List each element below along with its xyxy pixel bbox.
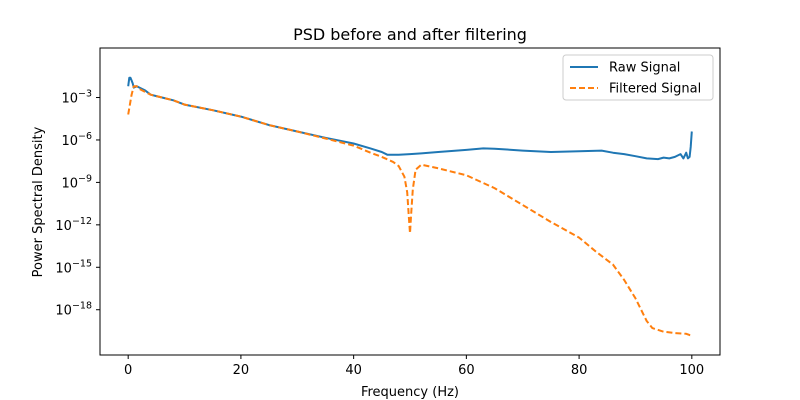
y-tick-label: 10−15 [55, 258, 92, 276]
axes-frame [99, 47, 721, 356]
x-axis-ticks: 0 20 40 60 80 100 [124, 355, 704, 378]
y-tick-label: 10−12 [55, 216, 92, 234]
series-layer [127, 76, 693, 337]
series-line-raw-signal [127, 76, 693, 161]
y-tick-label: 10−3 [61, 89, 92, 107]
y-axis-ticks: 10−3 10−6 10−9 10−12 10−15 10−18 [55, 89, 100, 319]
x-tick-label: 80 [571, 363, 588, 378]
y-axis-label: Power Spectral Density [31, 126, 46, 277]
y-tick-label: 10−6 [61, 131, 92, 149]
legend-box [562, 54, 714, 101]
legend-label-raw-signal: Raw Signal [609, 61, 680, 76]
legend: Raw Signal Filtered Signal [562, 54, 714, 101]
plot-area [99, 47, 721, 356]
y-tick-label: 10−18 [55, 301, 92, 319]
x-tick-label: 40 [345, 363, 362, 378]
legend-label-filtered-signal: Filtered Signal [609, 82, 701, 97]
y-tick-label: 10−9 [61, 173, 92, 191]
chart-title: PSD before and after filtering [293, 25, 527, 44]
x-tick-label: 100 [679, 363, 704, 378]
x-axis-label: Frequency (Hz) [361, 385, 459, 400]
x-tick-label: 60 [458, 363, 475, 378]
x-tick-label: 20 [233, 363, 250, 378]
x-tick-label: 0 [124, 363, 132, 378]
